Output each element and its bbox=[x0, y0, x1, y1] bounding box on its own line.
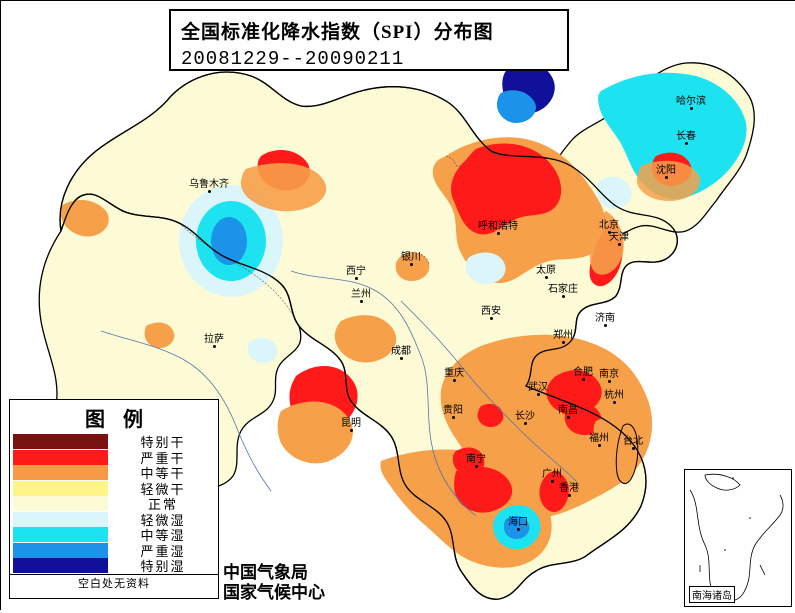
city-label-昆明: 昆明 bbox=[331, 414, 371, 432]
city-label-兰州: 兰州 bbox=[341, 285, 381, 303]
legend-title: 图例 bbox=[10, 400, 218, 434]
city-label-沈阳: 沈阳 bbox=[646, 161, 686, 179]
city-label-贵阳: 贵阳 bbox=[433, 401, 473, 419]
org-footer: 中国气象局 国家气候中心 bbox=[223, 563, 325, 603]
city-label-成都: 成都 bbox=[381, 342, 421, 360]
legend-swatch-2 bbox=[13, 465, 108, 480]
legend-swatch-5 bbox=[13, 512, 108, 527]
legend-swatch-6 bbox=[13, 527, 108, 542]
legend-swatch-1 bbox=[13, 450, 108, 465]
city-label-海口: 海口 bbox=[498, 513, 538, 531]
city-label-乌鲁木齐: 乌鲁木齐 bbox=[189, 175, 229, 193]
map-title-line2: 20081229--20090211 bbox=[181, 48, 557, 70]
org-line1: 中国气象局 bbox=[223, 563, 325, 583]
city-label-台北: 台北 bbox=[613, 432, 653, 450]
city-label-西宁: 西宁 bbox=[336, 262, 376, 280]
legend-item-8: 特别湿 bbox=[10, 558, 218, 574]
city-label-郑州: 郑州 bbox=[543, 326, 583, 344]
map-title-box: 全国标准化降水指数（SPI）分布图 20081229--20090211 bbox=[169, 9, 569, 71]
legend-swatch-7 bbox=[13, 543, 108, 558]
city-label-拉萨: 拉萨 bbox=[194, 330, 234, 348]
city-label-南昌: 南昌 bbox=[548, 401, 588, 419]
legend-swatch-0 bbox=[13, 434, 108, 449]
legend-footnote: 空白处无资料 bbox=[10, 574, 218, 591]
city-label-太原: 太原 bbox=[526, 261, 566, 279]
city-label-南京: 南京 bbox=[589, 365, 629, 383]
legend-swatch-3 bbox=[13, 481, 108, 496]
city-label-武汉: 武汉 bbox=[518, 378, 558, 396]
city-label-长春: 长春 bbox=[666, 127, 706, 145]
city-label-呼和浩特: 呼和浩特 bbox=[478, 217, 518, 235]
legend-label-8: 特别湿 bbox=[108, 556, 218, 575]
city-label-香港: 香港 bbox=[549, 479, 589, 497]
inset-label: 南海诸岛 bbox=[689, 586, 735, 603]
city-label-银川: 银川 bbox=[391, 248, 431, 266]
legend-rows: 特别干 严重干 中等干 轻微干 正常 轻微湿 中等湿 严重湿 特别湿 bbox=[10, 434, 218, 574]
legend-box: 图例 特别干 严重干 中等干 轻微干 正常 轻微湿 中等湿 严重湿 特别湿 空白处无资料 bbox=[9, 399, 219, 599]
city-label-长沙: 长沙 bbox=[505, 407, 545, 425]
city-label-重庆: 重庆 bbox=[434, 364, 474, 382]
city-label-哈尔滨: 哈尔滨 bbox=[671, 92, 711, 110]
legend-swatch-8 bbox=[13, 558, 108, 573]
legend-swatch-4 bbox=[13, 496, 108, 511]
south-china-sea-inset: 南海诸岛 bbox=[684, 469, 792, 607]
city-label-南宁: 南宁 bbox=[456, 450, 496, 468]
spi-map-window: 乌鲁木齐 拉萨 西宁 兰州 银川 呼和浩特 太原 石家庄 北京 天津 济南 西安 郑州 成都 重庆 贵阳 昆明南… bbox=[0, 0, 795, 610]
city-label-天津: 天津 bbox=[599, 228, 639, 246]
org-line2: 国家气候中心 bbox=[223, 583, 325, 603]
city-label-杭州: 杭州 bbox=[594, 386, 634, 404]
map-title-line1: 全国标准化降水指数（SPI）分布图 bbox=[181, 17, 557, 44]
city-label-济南: 济南 bbox=[585, 309, 625, 327]
city-label-石家庄: 石家庄 bbox=[543, 280, 583, 298]
city-label-西安: 西安 bbox=[471, 302, 511, 320]
